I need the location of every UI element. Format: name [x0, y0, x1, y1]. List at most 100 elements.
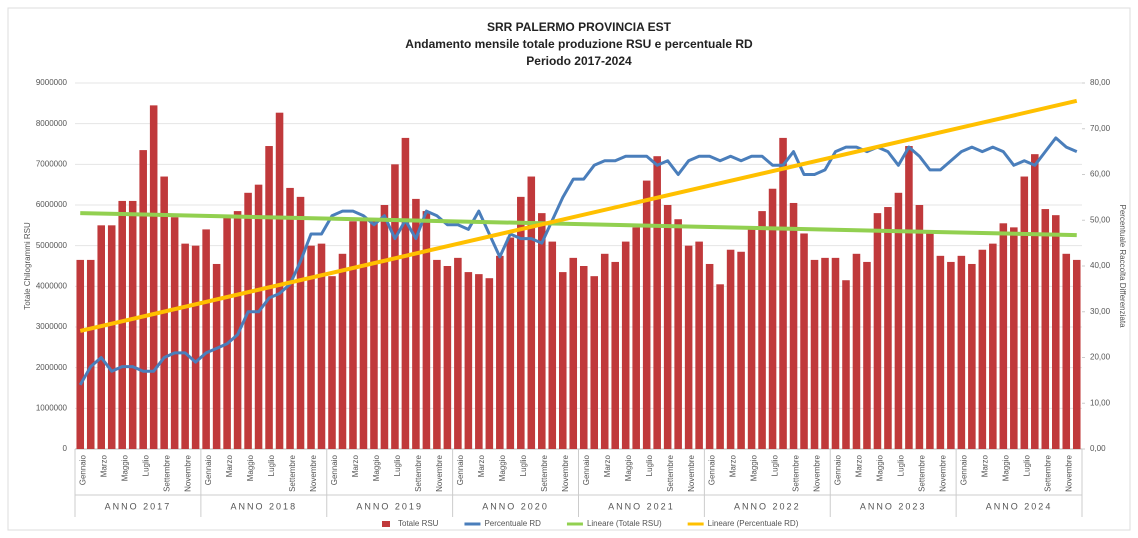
chart-title: Andamento mensile totale produzione RSU …: [405, 37, 753, 51]
bar: [842, 280, 850, 449]
bar: [307, 245, 315, 449]
bar: [915, 205, 924, 449]
bar: [475, 274, 483, 449]
legend-label: Lineare (Percentuale RD): [708, 519, 799, 528]
bar: [212, 263, 221, 449]
bar: [957, 255, 966, 449]
group-label: ANNO 2022: [734, 501, 801, 511]
x-tick-label: Maggio: [498, 454, 507, 481]
bar: [894, 192, 903, 450]
bar: [422, 211, 431, 449]
x-tick-label: Maggio: [372, 454, 381, 481]
bar: [968, 263, 976, 449]
y-tick-label: 5000000: [36, 241, 68, 250]
y-tick-label: 7000000: [36, 159, 68, 168]
bar: [485, 278, 494, 449]
x-tick-label: Luglio: [141, 454, 150, 476]
bar: [695, 241, 703, 449]
chart-title: SRR PALERMO PROVINCIA EST: [487, 20, 672, 34]
bar: [191, 245, 200, 449]
bar: [569, 257, 578, 449]
bar: [202, 229, 210, 449]
bar: [506, 237, 515, 449]
x-tick-label: Novembre: [183, 454, 192, 491]
bar: [223, 217, 231, 449]
y2-tick-label: 0,00: [1090, 444, 1106, 453]
bar: [674, 219, 682, 449]
y-tick-label: 9000000: [36, 78, 68, 87]
bar: [517, 196, 525, 449]
x-tick-label: Gennaio: [330, 454, 339, 485]
x-tick-label: Novembre: [309, 454, 318, 491]
legend-label: Totale RSU: [398, 519, 439, 528]
bar: [653, 156, 661, 449]
x-tick-label: Settembre: [162, 454, 171, 491]
x-tick-label: Settembre: [1043, 454, 1052, 491]
x-tick-label: Gennaio: [204, 454, 213, 485]
bar: [873, 213, 882, 449]
bar: [590, 276, 599, 449]
bar: [139, 150, 147, 449]
bar: [443, 266, 452, 449]
x-tick-label: Gennaio: [834, 454, 843, 485]
y-tick-label: 1000000: [36, 403, 68, 412]
bar: [1051, 215, 1060, 449]
bar: [527, 176, 536, 450]
x-tick-label: Settembre: [414, 454, 423, 491]
bar: [254, 184, 263, 449]
y-tick-label: 4000000: [36, 281, 68, 290]
bar: [296, 196, 305, 449]
bar: [884, 207, 892, 449]
x-tick-label: Maggio: [624, 454, 633, 481]
x-tick-label: Marzo: [477, 454, 486, 477]
x-tick-label: Marzo: [729, 454, 738, 477]
bar: [1020, 176, 1029, 450]
bar: [600, 253, 609, 449]
bar: [779, 137, 787, 449]
group-label: ANNO 2023: [860, 501, 927, 511]
bar: [1062, 253, 1071, 449]
x-tick-label: Luglio: [645, 454, 654, 476]
y2-tick-label: 60,00: [1090, 170, 1111, 179]
bar: [999, 223, 1008, 449]
bar: [349, 221, 357, 449]
bar: [621, 241, 630, 449]
bar: [579, 266, 588, 449]
bar: [170, 217, 179, 449]
x-tick-label: Novembre: [813, 454, 822, 491]
group-label: ANNO 2019: [356, 501, 423, 511]
bar: [359, 219, 368, 449]
bar: [433, 259, 441, 449]
bar: [107, 225, 116, 449]
trend-line: [79, 98, 1078, 333]
x-tick-label: Luglio: [519, 454, 528, 476]
bar: [128, 200, 137, 449]
bar: [1041, 209, 1050, 449]
group-label: ANNO 2024: [986, 501, 1053, 511]
bar: [863, 261, 871, 449]
bar: [338, 253, 347, 449]
chart-title: Periodo 2017-2024: [526, 54, 632, 68]
y-tick-label: 6000000: [36, 200, 68, 209]
bar: [947, 261, 955, 449]
bar: [558, 272, 567, 449]
x-tick-label: Gennaio: [708, 454, 717, 485]
x-tick-label: Settembre: [918, 454, 927, 491]
x-tick-label: Marzo: [980, 454, 989, 477]
group-label: ANNO 2020: [482, 501, 549, 511]
bar: [391, 164, 399, 450]
x-tick-label: Novembre: [435, 454, 444, 491]
bar: [747, 227, 756, 449]
bar: [632, 227, 640, 449]
y2-axis-title: Percentuale Raccolta Differenziata: [1118, 204, 1127, 328]
bar: [758, 211, 766, 449]
x-tick-label: Maggio: [120, 454, 129, 481]
bar: [705, 263, 714, 449]
x-tick-label: Marzo: [225, 454, 234, 477]
x-tick-label: Settembre: [792, 454, 801, 491]
bar: [275, 112, 284, 449]
bar: [328, 276, 336, 449]
bar: [989, 243, 997, 449]
y2-tick-label: 10,00: [1090, 398, 1111, 407]
